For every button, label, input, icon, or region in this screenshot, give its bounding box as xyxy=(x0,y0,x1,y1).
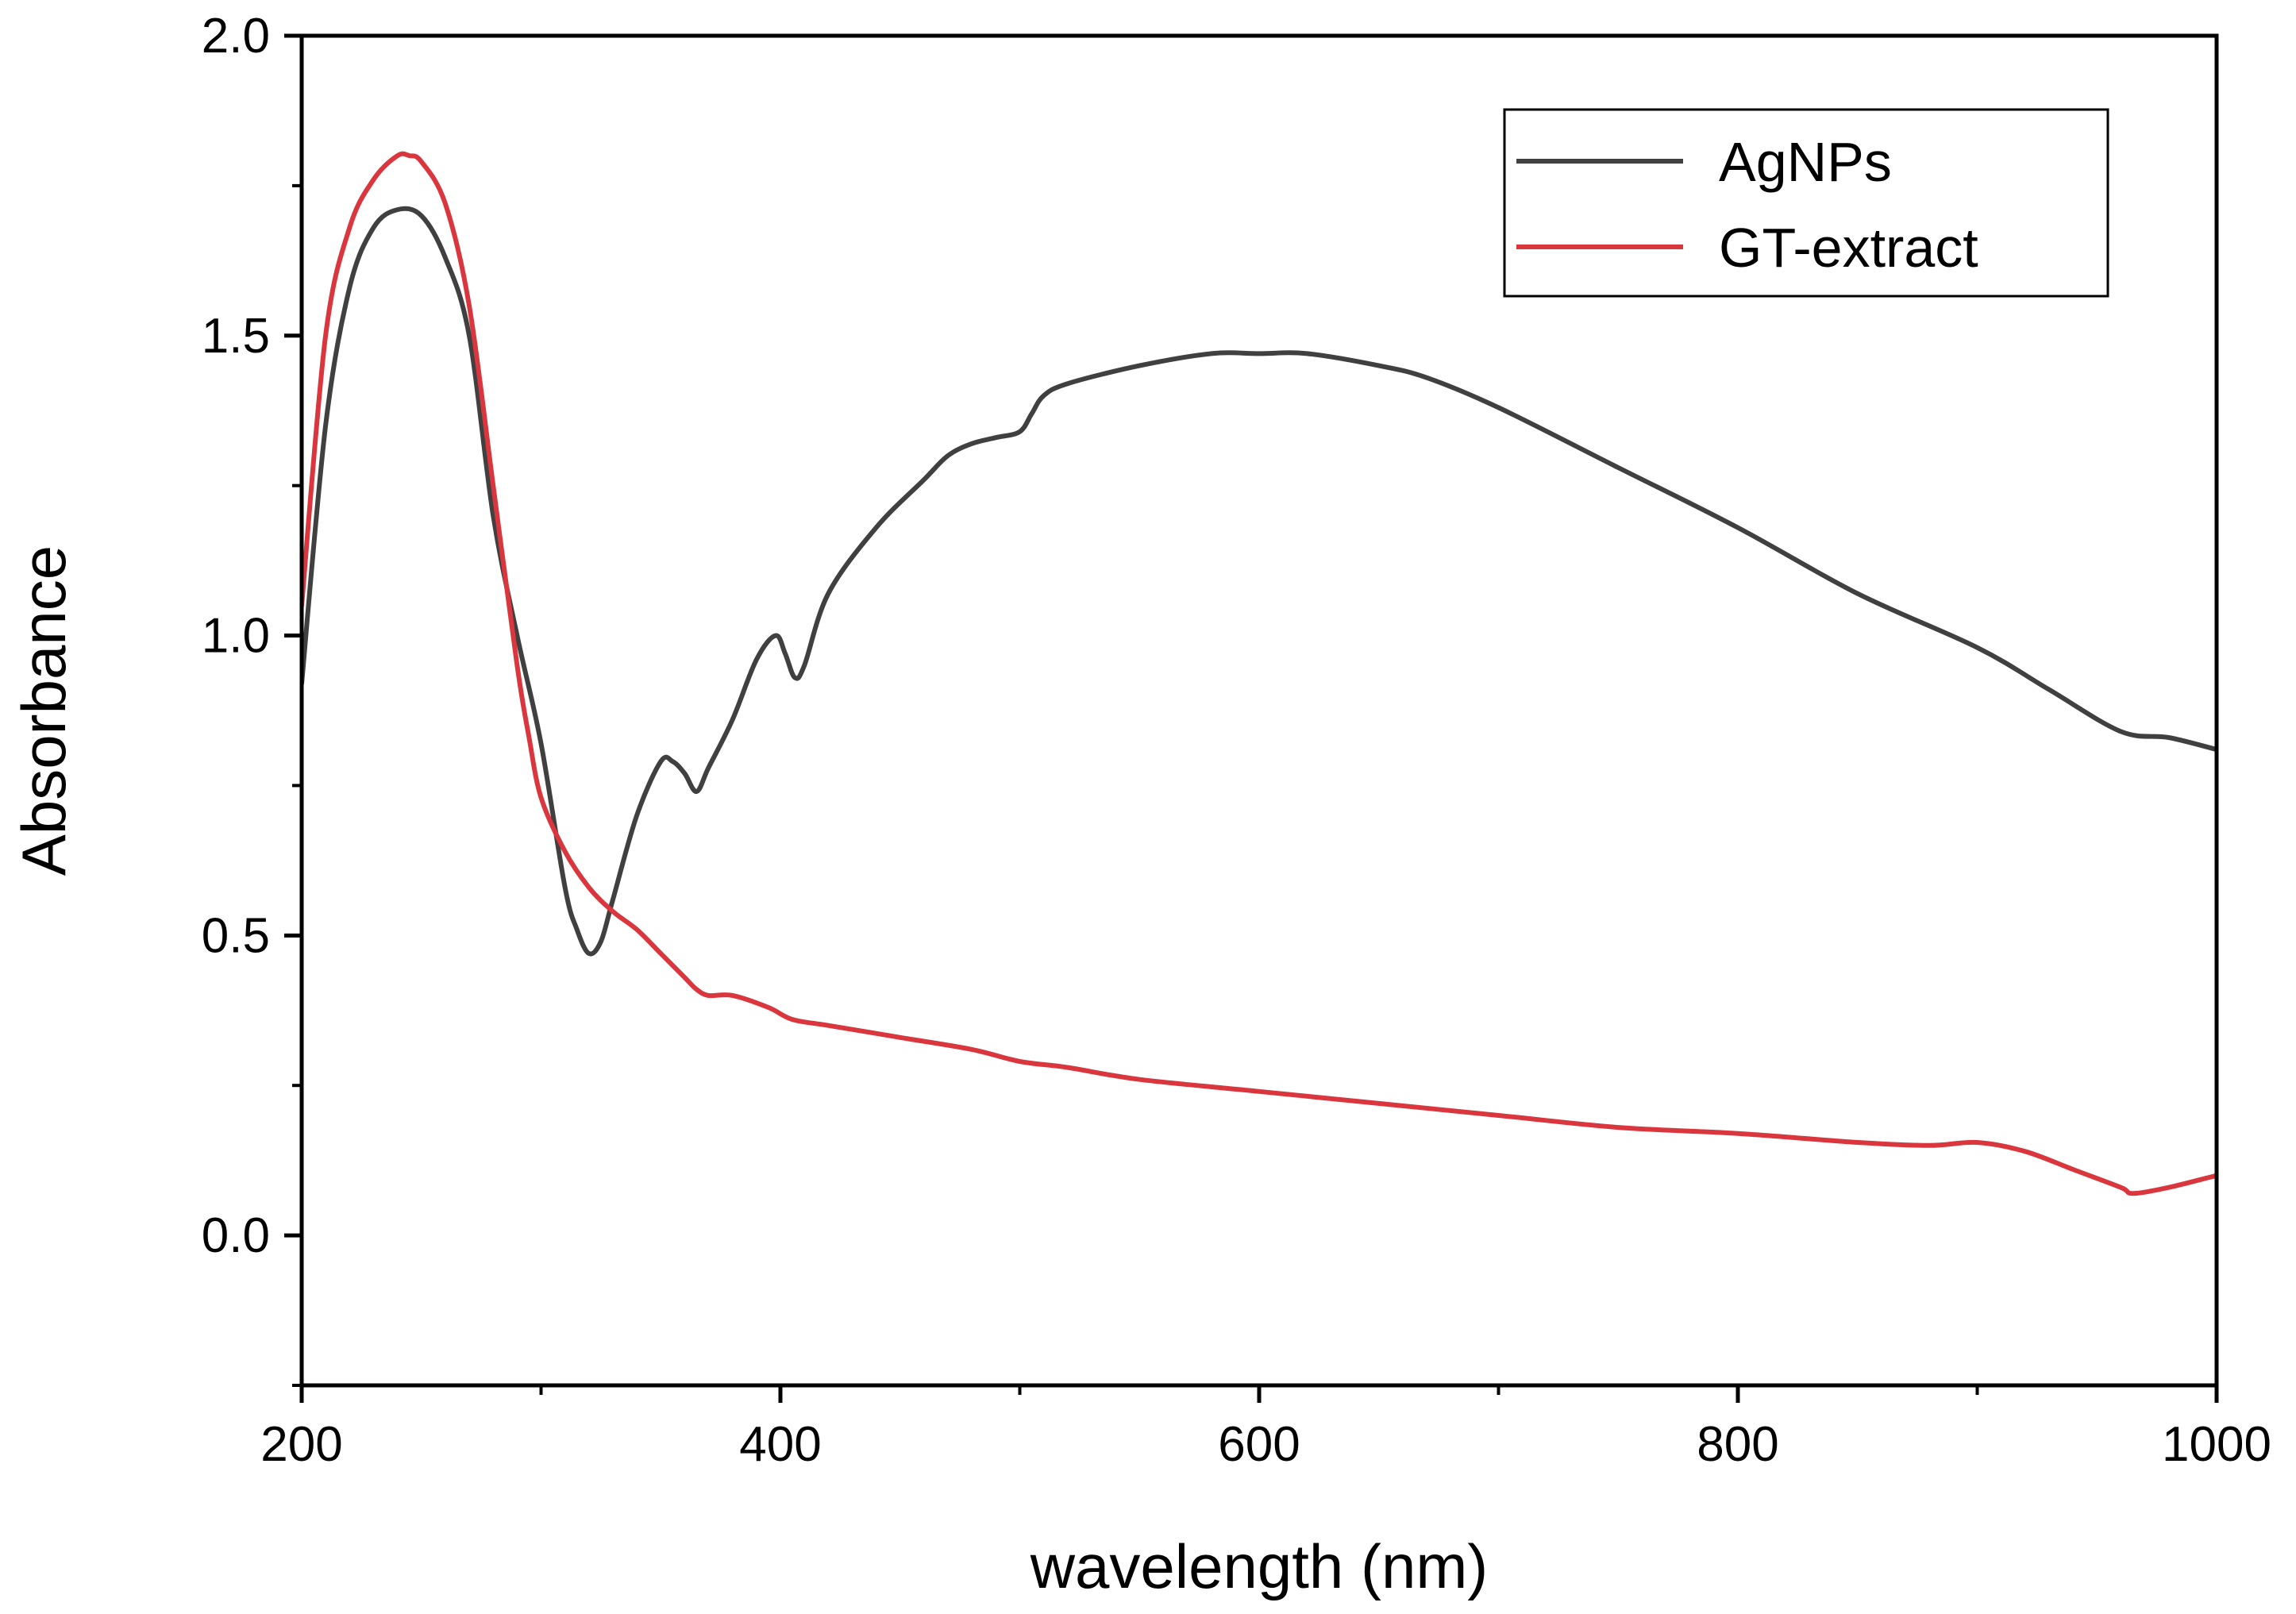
legend: AgNPs GT-extract xyxy=(1503,108,2109,298)
series-line-gt-extract xyxy=(302,151,2217,1196)
y-tick-label-1: 1.0 xyxy=(202,609,270,664)
x-tick-label-200: 200 xyxy=(260,1417,342,1472)
x-tick-label-400: 400 xyxy=(739,1417,821,1472)
y-axis-title: Absorbance xyxy=(9,545,79,876)
y-tick-label-0.5: 0.5 xyxy=(202,908,270,963)
legend-label-gt-extract: GT-extract xyxy=(1719,217,1978,279)
series-layer xyxy=(302,151,2217,1196)
legend-box xyxy=(1503,108,2109,298)
ticks-layer: 200 400 600 800 1000 0.0 0.5 1.0 1.5 2.0 xyxy=(202,9,2271,1472)
series-line-agnps xyxy=(302,206,2217,957)
y-tick-label-1.5: 1.5 xyxy=(202,309,270,364)
legend-label-agnps: AgNPs xyxy=(1719,131,1892,193)
y-tick-label-2: 2.0 xyxy=(202,9,270,64)
x-tick-label-1000: 1000 xyxy=(2162,1417,2271,1472)
x-tick-label-800: 800 xyxy=(1697,1417,1778,1472)
x-axis-title: wavelength (nm) xyxy=(1030,1531,1489,1601)
x-tick-label-600: 600 xyxy=(1218,1417,1300,1472)
y-tick-label-0: 0.0 xyxy=(202,1208,270,1263)
